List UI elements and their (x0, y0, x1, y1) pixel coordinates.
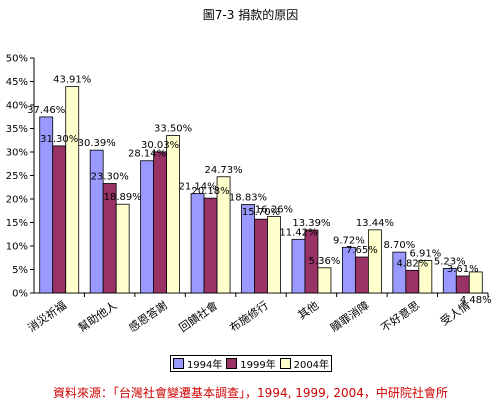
bar (52, 145, 67, 294)
bar (190, 193, 205, 294)
category-label: 贖罪消障 (328, 298, 372, 335)
legend-swatch-1994 (172, 358, 184, 369)
legend-item-1999: 1999年 (226, 356, 276, 371)
bar (304, 229, 319, 294)
legend-label-1999: 1999年 (240, 360, 276, 371)
legend-label-2004: 2004年 (293, 360, 330, 371)
data-label: 30.03% (141, 140, 179, 151)
bar (115, 203, 130, 294)
data-label: 13.39% (292, 218, 330, 229)
legend-swatch-2004 (279, 358, 291, 369)
data-label: 43.91% (53, 75, 91, 86)
bar (367, 229, 382, 294)
source-note: 資料來源：「台灣社會變遷基本調查」，1994, 1999, 2004，中研院社會… (53, 386, 448, 400)
data-label: 15.70% (242, 207, 280, 218)
data-label: 7.65% (346, 245, 378, 256)
data-label: 3.61% (447, 264, 479, 275)
data-label: 33.50% (154, 124, 192, 135)
data-label: 8.70% (383, 240, 415, 251)
bar (140, 160, 155, 294)
category-label: 布施修行 (227, 298, 271, 335)
y-tick-label: 0% (12, 289, 28, 300)
data-label: 20.18% (191, 186, 229, 197)
y-tick-label: 20% (6, 195, 28, 206)
bar (203, 197, 218, 294)
data-label: 31.30% (40, 134, 78, 145)
bar (166, 135, 181, 294)
data-label: 5.23% (434, 256, 466, 267)
data-label: 30.39% (78, 138, 116, 149)
category-label: 受人情 (438, 299, 472, 329)
legend-label-1994: 1994年 (186, 360, 223, 371)
bar (405, 269, 420, 294)
data-label: 23.30% (91, 171, 129, 182)
legend-item-1994: 1994年 (172, 356, 223, 371)
bar (418, 260, 433, 294)
data-label: 11.42% (279, 227, 317, 238)
category-label: 不好意思 (378, 298, 422, 335)
data-label: 21.14% (178, 182, 216, 193)
category-label: 其他 (296, 299, 321, 322)
data-label: 24.73% (204, 165, 242, 176)
bar (468, 271, 483, 294)
bar (291, 238, 306, 294)
y-tick-label: 35% (6, 124, 28, 135)
bar (254, 218, 268, 294)
data-label: 4.82% (396, 258, 428, 269)
data-label: 18.83% (229, 192, 267, 203)
y-tick-label: 5% (12, 265, 28, 276)
data-label: 6.91% (409, 249, 441, 260)
chart-title: 圖7-3 捐款的原因 (202, 8, 299, 22)
data-label: 4.48% (460, 295, 492, 306)
bar (153, 151, 168, 294)
bar (65, 86, 80, 294)
y-tick-label: 40% (6, 101, 28, 112)
chart-legend: 1994年 1999年 2004年 (170, 355, 332, 372)
data-label: 16.26% (255, 205, 293, 216)
category-label: 感恩答謝 (126, 298, 170, 335)
data-label: 13.44% (356, 218, 394, 229)
y-tick-label: 15% (6, 218, 28, 229)
legend-swatch-1999 (226, 358, 238, 369)
y-tick-label: 50% (6, 54, 28, 65)
category-label: 幫助他人 (75, 298, 119, 335)
bar (354, 256, 369, 294)
bar (216, 176, 231, 294)
y-tick-label: 45% (6, 77, 28, 88)
y-tick-label: 10% (6, 242, 28, 253)
data-label: 37.46% (27, 105, 65, 116)
data-label: 18.89% (104, 192, 142, 203)
category-label: 回饋社會 (176, 298, 220, 335)
y-tick-label: 30% (6, 148, 28, 159)
data-label: 28.14% (128, 149, 166, 160)
bar (267, 216, 281, 294)
bar (455, 275, 470, 294)
category-label: 消災祈福 (25, 298, 69, 335)
legend-item-2004: 2004年 (279, 356, 330, 371)
y-tick-label: 25% (6, 171, 28, 182)
bar (317, 267, 332, 294)
data-label: 5.36% (309, 256, 341, 267)
data-label: 9.72% (333, 235, 365, 246)
